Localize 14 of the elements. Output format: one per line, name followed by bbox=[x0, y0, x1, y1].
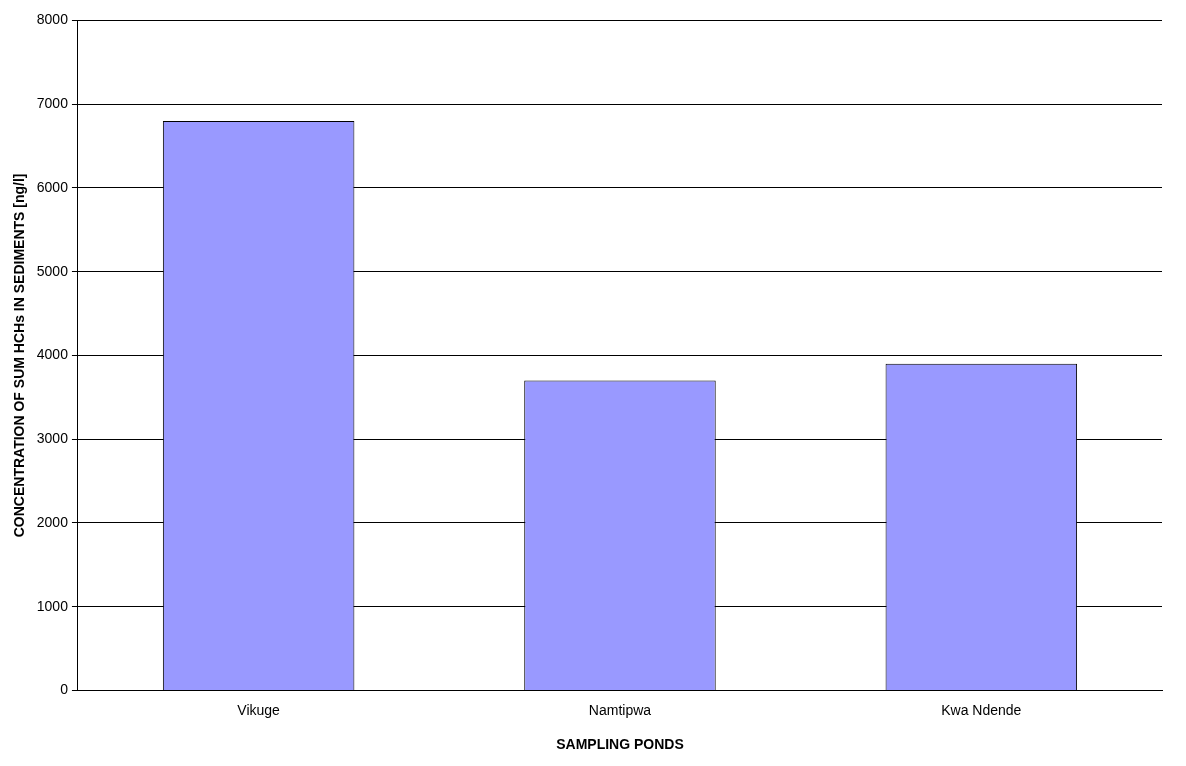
y-tick-label: 8000 bbox=[36, 11, 69, 28]
x-tick-label: Namtipwa bbox=[588, 701, 652, 718]
y-axis-title: CONCENTRATION OF SUM HCHs IN SEDIMENTS [ng/l] bbox=[11, 173, 28, 538]
y-tick-label: 4000 bbox=[36, 346, 69, 363]
y-tick-label: 6000 bbox=[36, 178, 69, 195]
x-tick-label: Vikuge bbox=[237, 701, 281, 718]
y-tick-label: 0 bbox=[60, 681, 69, 698]
x-axis-title: SAMPLING PONDS bbox=[556, 736, 684, 753]
x-tick-label: Kwa Ndende bbox=[941, 701, 1022, 718]
y-tick-label: 7000 bbox=[36, 95, 69, 112]
y-tick-label: 3000 bbox=[36, 430, 69, 447]
y-tick-label: 5000 bbox=[36, 262, 69, 279]
y-tick-label: 2000 bbox=[36, 513, 69, 530]
y-tick-label: 1000 bbox=[36, 597, 69, 614]
